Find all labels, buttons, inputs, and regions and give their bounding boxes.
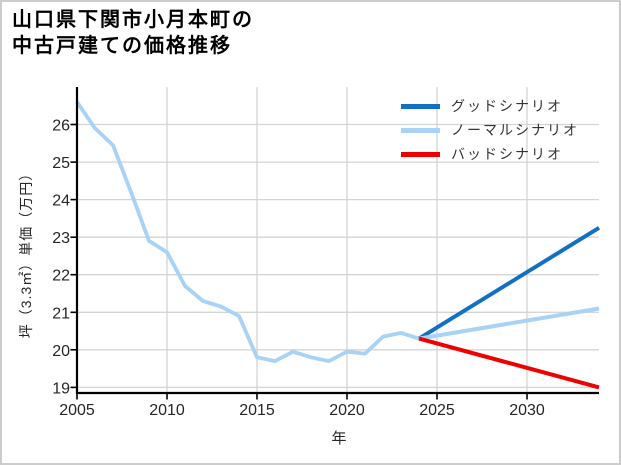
x-tick-label: 2020: [329, 402, 365, 419]
y-tick-label: 26: [52, 118, 70, 135]
y-tick-label: 23: [52, 230, 70, 247]
good-scenario-swatch-icon: [401, 104, 440, 109]
legend: グッドシナリオ ノーマルシナリオ バッドシナリオ: [401, 99, 579, 162]
x-tick-label: 2015: [239, 402, 275, 419]
x-tick-label: 2005: [59, 402, 95, 419]
y-tick-label: 22: [52, 268, 70, 285]
chart-title: 山口県下関市小月本町の 中古戸建ての価格推移: [12, 7, 254, 59]
y-tick-label: 19: [52, 380, 70, 397]
x-tick-label: 2010: [149, 402, 185, 419]
legend-label-bad: バッドシナリオ: [451, 146, 563, 162]
y-tick-label: 25: [52, 155, 70, 172]
y-axis-label: 坪（3.3㎡）単価（万円）: [18, 165, 34, 339]
legend-item-good: グッドシナリオ: [401, 99, 579, 114]
bad-line: [418, 336, 600, 390]
history-line: [75, 100, 420, 364]
bad-scenario-swatch-icon: [401, 152, 440, 157]
good-line: [417, 226, 601, 341]
legend-item-normal: ノーマルシナリオ: [401, 123, 579, 138]
chart-title-line1: 山口県下関市小月本町の: [12, 9, 254, 31]
normal-scenario-swatch-icon: [401, 128, 440, 133]
x-tick-label: 2025: [419, 402, 455, 419]
chart-title-line2: 中古戸建ての価格推移: [12, 35, 232, 57]
normal-line: [418, 306, 600, 341]
y-tick-label: 20: [52, 343, 70, 360]
y-tick-label: 21: [52, 305, 70, 322]
legend-label-good: グッドシナリオ: [451, 98, 563, 114]
legend-label-normal: ノーマルシナリオ: [451, 122, 579, 138]
x-axis-label: 年: [331, 430, 347, 447]
y-tick-label: 24: [52, 193, 70, 210]
legend-item-bad: バッドシナリオ: [401, 147, 579, 162]
x-tick-label: 2030: [509, 402, 545, 419]
